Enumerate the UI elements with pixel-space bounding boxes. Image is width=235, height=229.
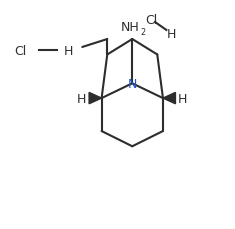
Polygon shape [163, 93, 176, 104]
Text: H: H [76, 92, 86, 105]
Text: Cl: Cl [14, 45, 27, 58]
Text: H: H [178, 92, 187, 105]
Text: 2: 2 [141, 27, 146, 36]
Text: H: H [64, 45, 74, 58]
Polygon shape [89, 93, 102, 104]
Text: NH: NH [121, 21, 139, 34]
Text: H: H [166, 28, 176, 41]
Text: N: N [128, 77, 137, 90]
Text: Cl: Cl [145, 14, 157, 27]
